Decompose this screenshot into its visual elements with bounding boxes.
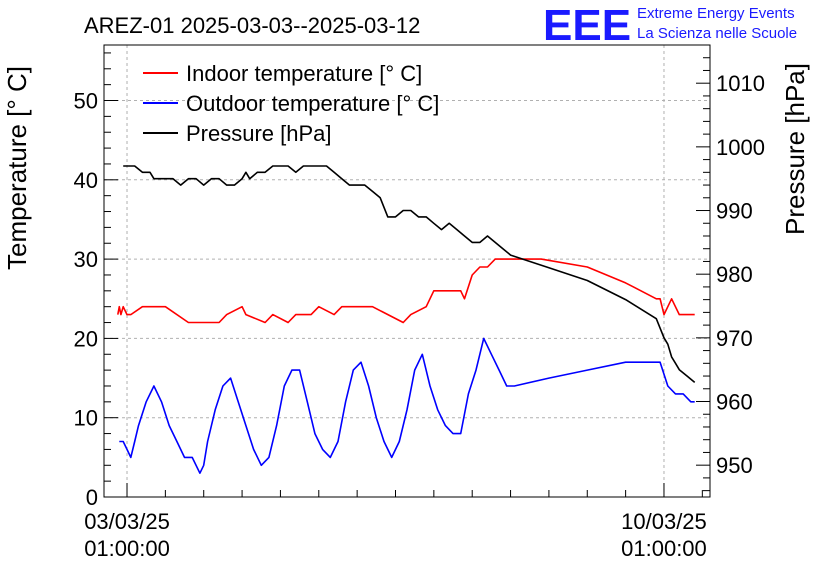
x-tick-label-time: 01:00:00	[84, 536, 170, 561]
y-left-tick-label: 0	[86, 485, 98, 510]
y-left-tick-label: 50	[74, 89, 98, 114]
y-left-tick-label: 20	[74, 326, 98, 351]
y-right-tick-label: 970	[716, 326, 753, 351]
series-group	[117, 165, 696, 474]
grid	[104, 45, 710, 497]
series-line-1	[119, 337, 695, 474]
x-tick-label-time: 01:00:00	[621, 536, 707, 561]
y-right-tick-label: 960	[716, 390, 753, 415]
legend-label: Pressure [hPa]	[186, 121, 332, 146]
y-right-tick-label: 1000	[716, 135, 765, 160]
series-line-2	[123, 165, 696, 384]
y-axis-left-title: Temperature [° C]	[2, 66, 32, 270]
x-tick-label-date: 03/03/25	[84, 509, 170, 534]
eee-logo-mark: EEE	[543, 1, 631, 50]
y-right-tick-label: 1010	[716, 71, 765, 96]
legend-label: Indoor temperature [° C]	[186, 61, 422, 86]
y-right-tick-label: 980	[716, 262, 753, 287]
plot-frame	[103, 44, 711, 498]
y-axis-right-title: Pressure [hPa]	[780, 63, 810, 235]
series-line-0	[117, 258, 695, 324]
x-tick-label-date: 10/03/25	[621, 509, 707, 534]
y-left-tick-label: 40	[74, 168, 98, 193]
logo-line-1: Extreme Energy Events	[637, 5, 795, 22]
legend-label: Outdoor temperature [° C]	[186, 91, 439, 116]
axes: 0 10 20 30 40 50 950 960 970 980 990 1000 1010 03/03/…	[74, 44, 765, 561]
y-right-tick-label: 950	[716, 453, 753, 478]
eee-logo: EEE Extreme Energy Events La Scienza nel…	[543, 1, 797, 50]
y-right-tick-label: 990	[716, 199, 753, 224]
legend: Indoor temperature [° C] Outdoor temperat…	[143, 61, 439, 146]
y-left-tick-label: 10	[74, 406, 98, 431]
logo-line-2: La Scienza nelle Scuole	[637, 25, 797, 42]
chart-title: AREZ-01 2025-03-03--2025-03-12	[84, 13, 420, 38]
y-left-tick-label: 30	[74, 247, 98, 272]
